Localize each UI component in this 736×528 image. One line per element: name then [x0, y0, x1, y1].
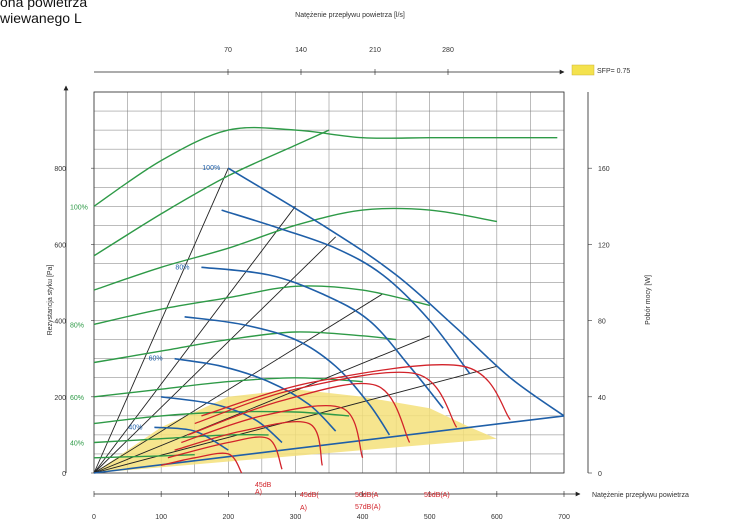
top-tick-label: 140 — [295, 47, 307, 54]
sound-curve — [201, 364, 511, 421]
system-curve — [93, 293, 383, 474]
system-curve — [93, 236, 337, 474]
bottom-tick-label: 500 — [424, 514, 436, 521]
pressure-curve — [160, 396, 283, 444]
power-curve — [93, 285, 430, 326]
power-curve-label: 100% — [70, 204, 88, 211]
sound-label: 50dB(A — [355, 492, 379, 499]
title-line-1: ona powietrza — [0, 0, 88, 10]
left-tick-label: 400 — [54, 319, 66, 326]
system-curve — [93, 206, 296, 474]
sound-curve — [160, 452, 243, 474]
title-line-2: wiewanego L — [0, 10, 82, 26]
bottom-tick-label: 600 — [491, 514, 503, 521]
left-tick-label: 200 — [54, 395, 66, 402]
pressure-curve — [184, 316, 391, 436]
bottom-tick-label: 300 — [290, 514, 302, 521]
sound-label: A) — [255, 489, 262, 496]
top-tick-label: 210 — [369, 47, 381, 54]
sound-curve — [194, 371, 458, 428]
legend-swatch — [571, 64, 595, 76]
sfp-region — [94, 389, 497, 473]
left-tick-label: 600 — [54, 242, 66, 249]
system-curve — [93, 168, 229, 474]
right-tick-label: 160 — [598, 166, 610, 173]
power-curve — [93, 129, 330, 257]
power-curve — [93, 126, 558, 207]
sound-label: 57dB(A) — [355, 504, 381, 511]
bottom-tick-label: 0 — [92, 514, 96, 521]
sound-curve — [174, 420, 323, 466]
sound-label: 45dB — [255, 482, 272, 489]
left-tick-label: 0 — [62, 471, 66, 478]
power-curve — [93, 433, 269, 444]
power-curve — [93, 377, 363, 398]
sound-label: 45dB( — [300, 492, 319, 499]
pressure-curve — [221, 209, 471, 375]
right-tick-label: 0 — [598, 471, 602, 478]
sound-curve — [167, 436, 283, 470]
right-tick-label: 40 — [598, 395, 606, 402]
left-tick-label: 800 — [54, 166, 66, 173]
right-tick-label: 120 — [598, 242, 610, 249]
power-curve — [93, 331, 397, 364]
power-curve-label: 80% — [70, 322, 84, 329]
bottom-tick-label: 100 — [155, 514, 167, 521]
pressure-curve — [201, 266, 444, 409]
sound-label: 55dB(A) — [424, 492, 450, 499]
bottom-tick-label: 700 — [558, 514, 570, 521]
pressure-curve-label: 40% — [128, 424, 142, 431]
pressure-curve — [227, 167, 565, 417]
pressure-curve — [174, 357, 337, 432]
sound-label: A) — [300, 505, 307, 512]
sound-curve — [187, 382, 411, 443]
bottom-tick-label: 200 — [222, 514, 234, 521]
power-curve-label: 60% — [70, 395, 84, 402]
power-curve — [93, 410, 350, 425]
pressure-curve — [154, 426, 229, 451]
top-tick-label: 280 — [442, 47, 454, 54]
right-axis-title: Pobór mocy [W] — [645, 275, 652, 325]
legend-label: SFP= 0.75 — [597, 68, 630, 75]
power-curve — [93, 454, 195, 459]
pressure-curve-label: 80% — [175, 264, 189, 271]
plot-frame — [93, 91, 565, 474]
power-curve — [93, 207, 498, 291]
system-curve — [93, 335, 430, 474]
bottom-axis-title: Natężenie przepływu powietrza — [592, 492, 689, 499]
power-curve-label: 40% — [70, 441, 84, 448]
sound-curve — [181, 405, 364, 459]
bottom-tick-label: 400 — [357, 514, 369, 521]
pressure-curve-label: 60% — [149, 356, 163, 363]
top-tick-label: 70 — [224, 47, 232, 54]
left-axis-title: Rezystancja styku [Pa] — [47, 265, 54, 336]
pressure-curve-label: 100% — [202, 165, 220, 172]
pressure-envelope — [93, 415, 565, 474]
right-tick-label: 80 — [598, 319, 606, 326]
top-axis-title: Natężenie przepływu powietrza [l/s] — [295, 12, 405, 19]
